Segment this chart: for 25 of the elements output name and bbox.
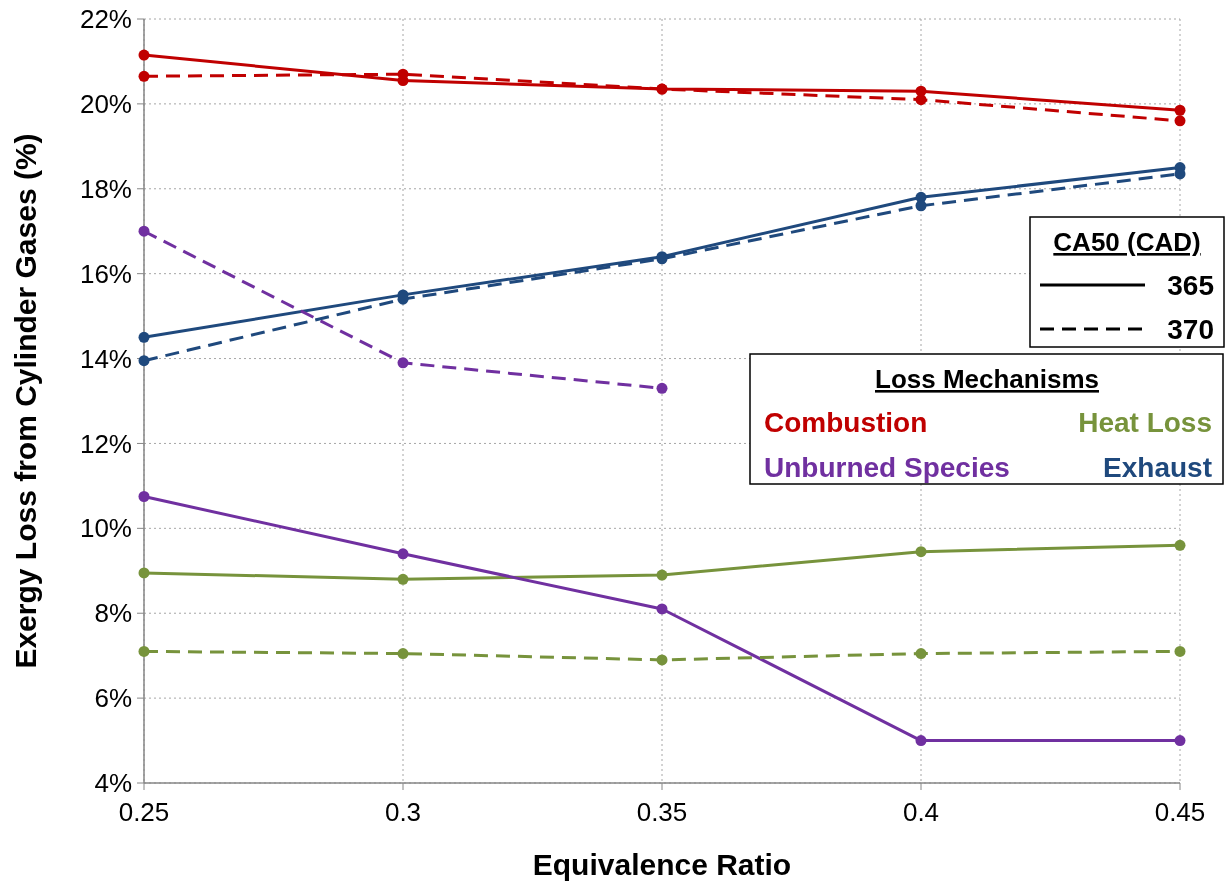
y-tick-label: 22% [79, 4, 132, 35]
text: Unburned Species [764, 451, 1010, 483]
text: Combustion [764, 406, 928, 438]
x-tick-label: 0.4 [902, 797, 940, 827]
annotation: 370 [1167, 313, 1214, 345]
text: Heat Loss [1078, 406, 1212, 438]
y-tick-label: 10% [79, 513, 132, 544]
annotation: 365 [1167, 269, 1214, 301]
y-tick-label: 6% [94, 683, 132, 714]
y-tick-label: 12% [79, 428, 132, 459]
annotation: CA50 (CAD) [1053, 227, 1201, 257]
text: Exhaust [1103, 451, 1212, 483]
y-tick-label: 20% [79, 88, 132, 119]
y-axis-title: Exergy Loss from Cylinder Gases (%) [9, 133, 42, 669]
y-tick-label: 16% [79, 258, 132, 289]
legend-title: Loss Mechanisms [875, 364, 1099, 394]
x-tick-label: 0.25 [118, 797, 170, 827]
y-tick-label: 18% [79, 173, 132, 204]
x-tick-label: 0.35 [636, 797, 688, 827]
y-tick-label: 8% [94, 598, 132, 629]
y-tick-label: 4% [94, 768, 132, 799]
x-tick-label: 0.45 [1154, 797, 1206, 827]
x-axis-title: Equivalence Ratio [532, 848, 792, 881]
y-tick-label: 14% [79, 343, 132, 374]
x-tick-label: 0.3 [384, 797, 422, 827]
